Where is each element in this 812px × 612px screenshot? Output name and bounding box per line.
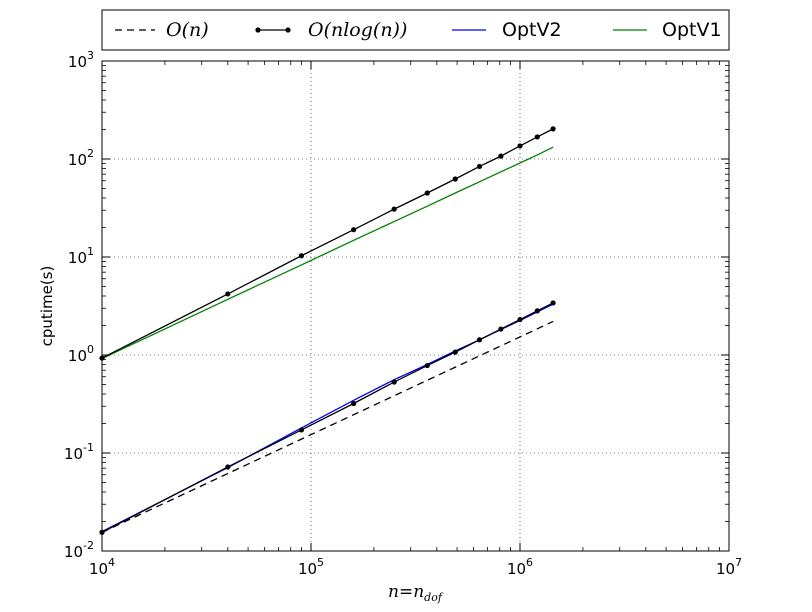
y-tick-label: 10-2: [64, 539, 94, 561]
y-tick-label: 102: [68, 147, 94, 169]
plot-frame: [101, 60, 730, 552]
y-tick-exponent: -2: [83, 539, 94, 552]
series-point-o-nlog-n-lower: [550, 300, 556, 306]
series-point-o-nlog-n-lower: [498, 326, 504, 332]
y-axis-label: cputime(s): [38, 266, 56, 347]
series-line-o-n: [101, 320, 554, 533]
x-tick-label: 105: [298, 556, 324, 578]
x-axis-label: n=ndof: [388, 582, 444, 604]
series-point-o-nlog-n: [452, 176, 458, 182]
y-tick-label: 103: [68, 49, 94, 71]
series-point-o-nlog-n-lower: [298, 427, 305, 433]
y-tick-exponent: 2: [87, 147, 94, 160]
plot-background: [102, 61, 729, 551]
x-tick-base: 10: [507, 560, 526, 578]
y-tick-exponent: -1: [83, 441, 94, 454]
y-tick-label: 10-1: [64, 441, 94, 463]
x-tick-base: 10: [89, 560, 108, 578]
x-tick-base: 10: [716, 560, 735, 578]
series-point-o-nlog-n: [351, 227, 357, 233]
series-line-optv1: [101, 146, 554, 360]
series-point-o-nlog-n: [298, 253, 305, 259]
series-point-o-nlog-n: [517, 143, 523, 149]
y-tick-base: 10: [68, 249, 87, 267]
y-tick-label: 100: [68, 343, 94, 365]
y-tick-base: 10: [64, 445, 83, 463]
series-point-o-nlog-n-lower: [424, 362, 430, 369]
legend-label-o-n: O(n): [166, 19, 209, 41]
y-tick-base: 10: [64, 543, 83, 561]
legend-marker-o-nlogn-1: [255, 27, 261, 33]
series-point-o-nlog-n-lower: [391, 379, 397, 385]
series-line-optv2: [101, 303, 554, 533]
legend: O(n) O(nlog(n)) OptV2 OptV1: [101, 9, 730, 51]
legend-label-optv2: OptV2: [502, 19, 562, 41]
y-tick-exponent: 3: [87, 49, 94, 62]
series-point-o-nlog-n-lower: [225, 464, 231, 470]
series-point-o-nlog-n: [550, 126, 556, 132]
x-tick-exponent: 7: [735, 556, 742, 569]
y-tick-base: 10: [68, 53, 87, 71]
legend-marker-o-nlogn-2: [285, 27, 291, 33]
y-tick-exponent: 0: [87, 343, 94, 356]
series-point-o-nlog-n-lower: [452, 349, 458, 355]
series-point-o-nlog-n: [476, 163, 483, 170]
y-tick-base: 10: [68, 151, 87, 169]
x-tick-label: 106: [507, 556, 533, 578]
x-tick-exponent: 4: [108, 556, 115, 569]
series-point-o-nlog-n: [498, 153, 504, 159]
y-tick-exponent: 1: [87, 245, 94, 258]
y-tick-label: 101: [68, 245, 94, 267]
series-point-o-nlog-n: [534, 134, 540, 140]
x-tick-base: 10: [298, 560, 317, 578]
series-point-o-nlog-n-lower: [534, 308, 540, 314]
x-tick-label: 107: [716, 556, 742, 578]
series-point-o-nlog-n: [391, 206, 397, 212]
x-tick-label: 104: [89, 556, 115, 578]
series-point-o-nlog-n: [225, 291, 231, 297]
series-line-o-nlog-n-lower: [101, 302, 554, 533]
series-point-o-nlog-n-lower: [517, 316, 523, 323]
grid: [102, 61, 729, 551]
series-point-o-nlog-n-lower: [476, 337, 483, 343]
series-line-o-nlog-n: [101, 128, 554, 359]
series-point-o-nlog-n: [424, 190, 430, 196]
series-layer: [99, 126, 556, 535]
x-axis-label-main: n=n: [388, 582, 424, 602]
series-point-o-nlog-n-lower: [351, 400, 357, 407]
legend-label-o-nlogn: O(nlog(n)): [308, 19, 407, 41]
x-tick-exponent: 5: [317, 556, 324, 569]
y-tick-base: 10: [68, 347, 87, 365]
ticks: [101, 60, 730, 552]
legend-label-optv1: OptV1: [662, 19, 722, 41]
x-axis-label-sub: dof: [424, 591, 444, 604]
x-tick-exponent: 6: [526, 556, 533, 569]
